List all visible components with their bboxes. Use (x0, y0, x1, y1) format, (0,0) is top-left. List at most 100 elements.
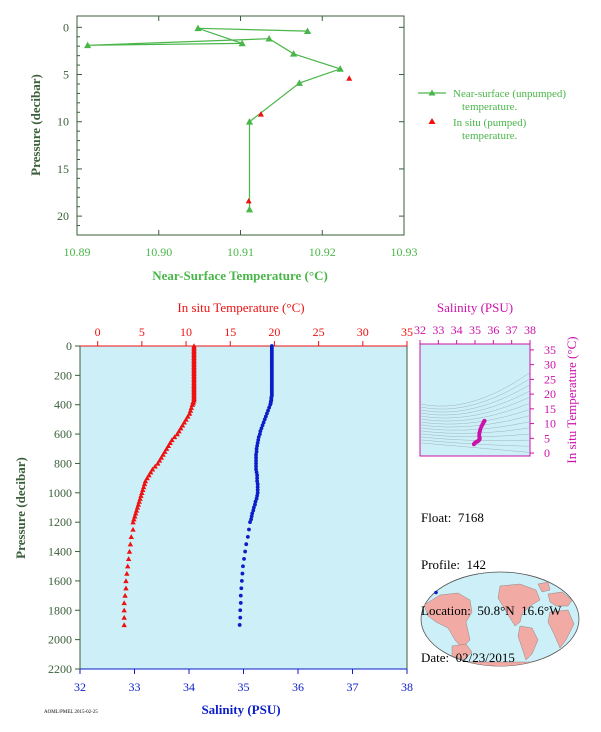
near-surface-y-tick-label: 0 (63, 20, 69, 34)
temperature-point (121, 614, 127, 620)
temperature-point (122, 592, 128, 598)
salinity-point (265, 411, 269, 416)
salinity-point (257, 432, 262, 436)
temperature-point (178, 425, 184, 431)
profile-plot-background (80, 346, 407, 669)
near-surface-point (303, 27, 312, 34)
temperature-point (135, 501, 142, 507)
salinity-point (238, 615, 243, 620)
ts-temperature-axis-label: In situ Temperature (°C) (564, 336, 579, 463)
date-row: Date: 02/23/2015 (421, 650, 561, 666)
salinity-point (255, 473, 260, 478)
profile-y-tick-label: 1800 (48, 603, 72, 617)
salinity-bottom-tick-label: 37 (347, 680, 359, 694)
near-surface-plot-frame (76, 15, 405, 236)
temperature-top-tick-label: 20 (268, 325, 280, 339)
profile-y-tick-label: 1600 (48, 574, 72, 588)
temperature-point (187, 407, 194, 413)
ts-y-tick-label: 0 (544, 446, 550, 460)
profile-y-tick-label: 1000 (48, 486, 72, 500)
temperature-top-axis-label: In situ Temperature (°C) (177, 300, 304, 315)
near-surface-x-tick-label: 10.92 (309, 245, 336, 259)
temperature-point (160, 451, 166, 457)
map-continent-asia (423, 592, 473, 649)
near-surface-y-axis-label: Pressure (decibar) (28, 74, 43, 176)
temperature-point (121, 607, 127, 613)
in-situ-point (257, 111, 264, 117)
salinity-point (241, 564, 245, 569)
temperature-point (174, 431, 180, 437)
near-surface-point (336, 65, 344, 72)
salinity-point (238, 593, 243, 598)
near-surface-y-ticks: 0 5 10 15 20 (57, 20, 404, 227)
near-surface-x-tick-label: 10.93 (391, 245, 418, 259)
salinity-point (254, 458, 258, 463)
temperature-point (125, 556, 132, 562)
temperature-point (123, 585, 129, 591)
salinity-point (254, 470, 259, 475)
salinity-point (262, 417, 267, 422)
map-greenland (537, 581, 551, 593)
legend-marker-near-surface (428, 89, 436, 96)
salinity-point (268, 402, 273, 407)
near-surface-legend: Near-surface (unpumped) temperature. In s… (418, 88, 566, 142)
near-surface-y-tick-label: 10 (57, 115, 69, 129)
near-surface-x-tick-label: 10.89 (64, 245, 91, 259)
temperature-point (185, 413, 191, 419)
legend-marker-in-situ (428, 118, 436, 124)
salinity-point (254, 452, 258, 457)
temperature-point (179, 422, 186, 428)
float-id-row: Float: 7168 (421, 510, 561, 526)
salinity-point (244, 542, 249, 547)
ts-y-tick-label: 35 (544, 343, 556, 357)
ts-density-contour (420, 378, 530, 410)
ts-y-tick-label: 20 (544, 387, 556, 401)
location-row: Location: 50.8°N 16.6°W (421, 603, 561, 619)
temperature-top-tick-label: 10 (180, 325, 192, 339)
temperature-point (134, 504, 141, 510)
salinity-bottom-tick-label: 33 (129, 680, 141, 694)
ts-density-contour (420, 436, 530, 441)
temperature-point (140, 484, 147, 490)
temperature-point (121, 622, 127, 628)
ts-point (471, 442, 476, 447)
float-info-block: Float: 7168 Profile: 142 Location: 50.8°… (421, 479, 561, 681)
salinity-point (248, 520, 252, 525)
salinity-point (254, 464, 258, 469)
ts-density-contour (420, 415, 530, 428)
near-surface-point (245, 205, 254, 213)
footer-credit: AOML/PMEL 2015-02-25 (44, 710, 98, 715)
ts-salinity-axis-label: Salinity (PSU) (437, 300, 513, 315)
ts-x-tick-label: 38 (524, 323, 536, 337)
legend-label-near-surface: Near-surface (unpumped) temperature. (453, 88, 566, 113)
ts-x-tick-label: 37 (506, 323, 518, 337)
ts-data (471, 418, 487, 447)
ts-density-contour (420, 427, 530, 434)
salinity-point (261, 420, 266, 425)
temperature-point (126, 548, 133, 554)
salinity-point (237, 623, 242, 627)
profile-y-tick-label: 1200 (48, 515, 72, 529)
temperature-point (158, 454, 165, 460)
salinity-point (255, 441, 260, 445)
float-id-label: Float: (421, 510, 452, 525)
ts-y-tick-label: 5 (544, 431, 550, 445)
salinity-point (255, 485, 260, 489)
salinity-point (239, 586, 244, 591)
salinity-point (238, 601, 243, 605)
salinity-point (254, 455, 258, 460)
salinity-point (253, 499, 258, 504)
map-continent-africa (547, 609, 575, 649)
near-surface-point (238, 39, 246, 47)
map-continent-north-america (497, 583, 541, 627)
temperature-top-tick-label: 35 (401, 325, 413, 339)
salinity-point (255, 443, 260, 448)
date-label: Date: (421, 649, 450, 665)
temperature-point (155, 460, 161, 466)
salinity-point (240, 571, 245, 576)
salinity-point (254, 449, 259, 454)
salinity-point (267, 405, 272, 410)
salinity-point (260, 423, 265, 428)
